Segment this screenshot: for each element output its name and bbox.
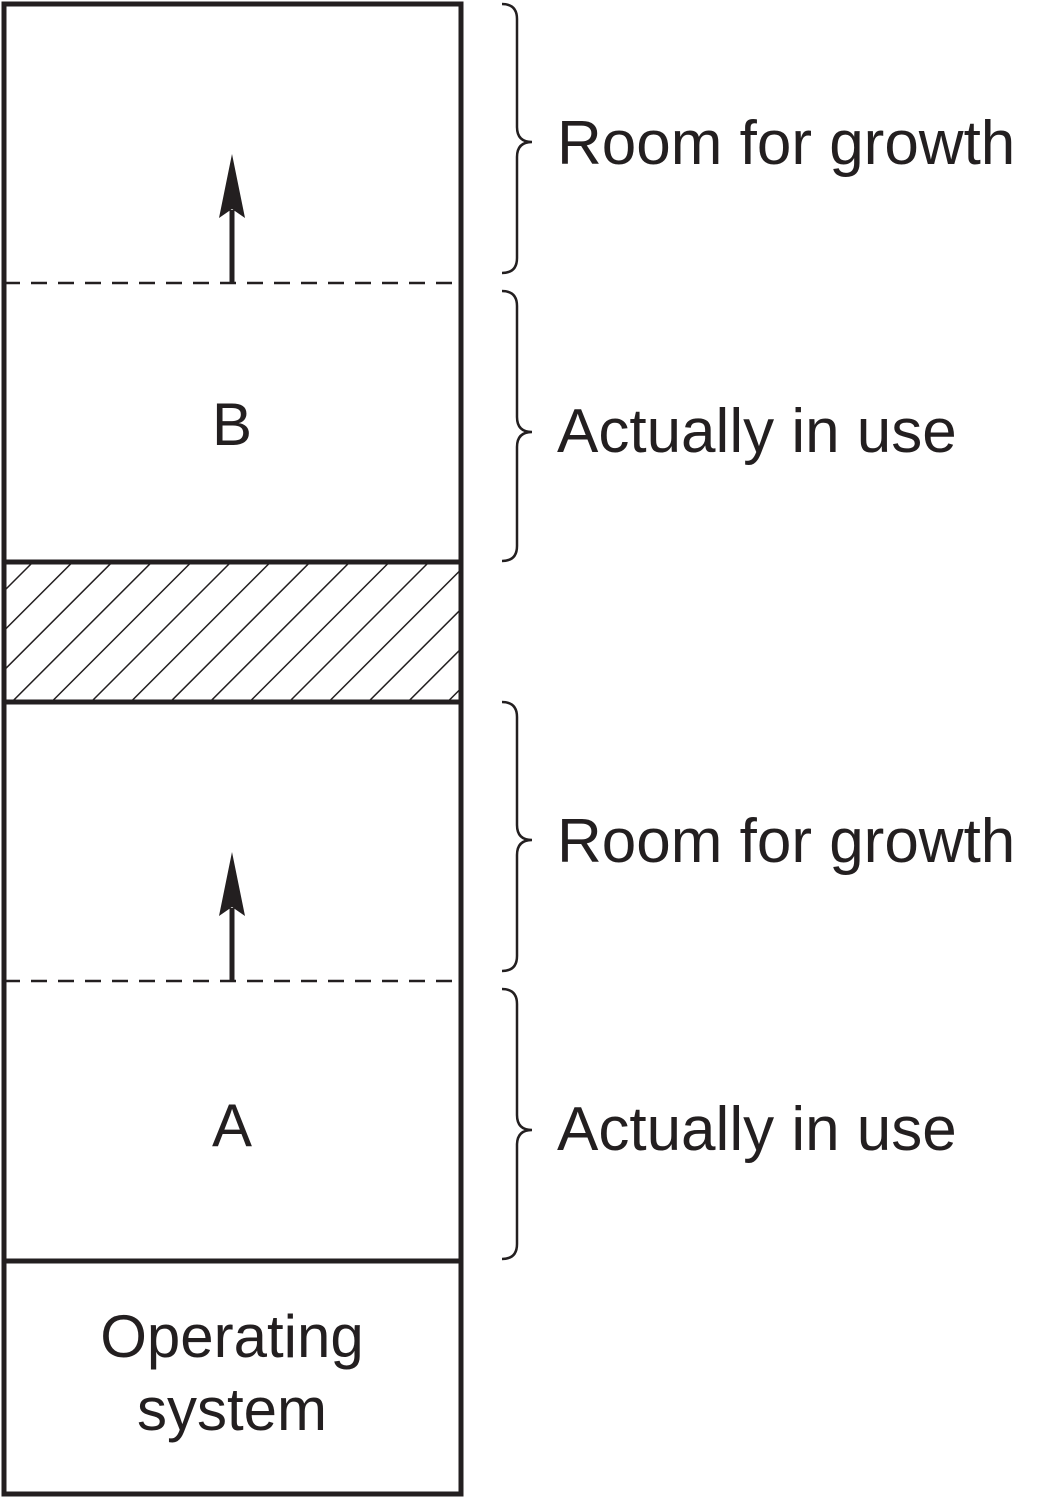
unused-hole-hatched bbox=[4, 562, 461, 702]
brace-a-room-for-growth bbox=[501, 700, 533, 973]
segment-a-label: A bbox=[212, 1092, 252, 1159]
brace-b-actually-in-use bbox=[501, 289, 533, 563]
operating-system-label-line2: system bbox=[137, 1376, 327, 1443]
segment-b-label: B bbox=[212, 391, 252, 458]
annotation-b-room-for-growth: Room for growth bbox=[557, 109, 1015, 178]
brace-b-room-for-growth bbox=[501, 2, 533, 275]
annotation-a-actually-in-use: Actually in use bbox=[557, 1095, 957, 1164]
growth-arrow-a-icon bbox=[219, 852, 245, 981]
annotation-a-room-for-growth: Room for growth bbox=[557, 807, 1015, 876]
operating-system-label-line1: Operating bbox=[100, 1303, 364, 1370]
annotation-b-actually-in-use: Actually in use bbox=[557, 397, 957, 466]
brace-a-actually-in-use bbox=[501, 987, 533, 1261]
growth-arrow-b-icon bbox=[219, 154, 245, 283]
memory-column bbox=[1, 1, 464, 1497]
